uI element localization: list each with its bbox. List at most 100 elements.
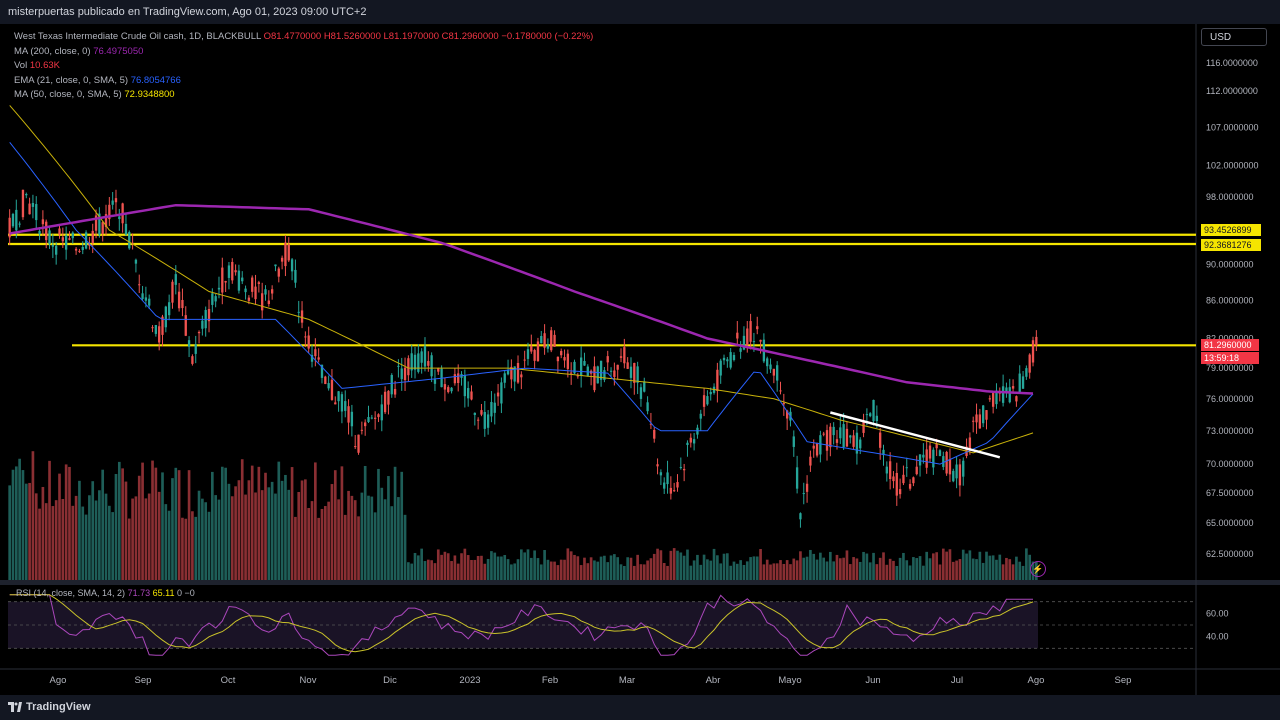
- candle-body: [367, 417, 370, 422]
- candle-body: [779, 390, 782, 392]
- candle-body: [427, 361, 430, 366]
- candle-body: [829, 426, 832, 448]
- volume-bar: [127, 518, 131, 580]
- candle-body: [882, 449, 885, 456]
- candle-body: [320, 364, 324, 378]
- candle-body: [629, 366, 633, 378]
- candle-body: [942, 456, 945, 467]
- volume-bar: [576, 556, 580, 580]
- volume-bar: [805, 556, 809, 580]
- ma200-label: MA (200, close, 0): [14, 45, 91, 57]
- candle-body: [1005, 387, 1008, 394]
- chart-area[interactable]: 116.0000000 112.0000000 107.0000000 102.000…: [0, 24, 1280, 695]
- volume-bar: [765, 559, 769, 580]
- volume-bar: [981, 562, 985, 580]
- volume-bar: [88, 495, 91, 580]
- volume-bar: [397, 497, 400, 580]
- candle-body: [653, 429, 656, 439]
- rsi-value: 71.73: [127, 588, 151, 598]
- candle-body: [45, 221, 48, 241]
- volume-bar: [34, 493, 38, 580]
- rsi-legend: RSI (14, close, SMA, 14, 2) 71.73 65.11 …: [16, 588, 195, 598]
- y-tick-label: 116.0000000: [1206, 58, 1258, 68]
- volume-bar: [287, 489, 291, 580]
- candle-body: [955, 464, 958, 479]
- candle-body: [673, 490, 676, 492]
- volume-bar: [61, 498, 65, 580]
- volume-bar: [948, 549, 952, 580]
- ma50-row[interactable]: MA (50, close, 0, SMA, 5) 72.9348800: [14, 88, 593, 103]
- candle-body: [111, 200, 114, 205]
- currency-button[interactable]: USD: [1201, 28, 1267, 46]
- x-tick-label: Ago: [50, 675, 67, 686]
- top-bar: misterpuertas publicado en TradingView.c…: [0, 0, 1280, 24]
- volume-bar: [646, 560, 649, 580]
- symbol-row[interactable]: West Texas Intermediate Crude Oil cash, …: [14, 30, 593, 45]
- candle-body: [364, 422, 367, 427]
- candle-body: [207, 308, 211, 322]
- ema21-label: EMA (21, close, 0, SMA, 5): [14, 74, 129, 86]
- candle-body: [134, 259, 138, 264]
- candle-body: [835, 439, 839, 443]
- volume-bar: [623, 565, 626, 580]
- candle-body: [902, 474, 905, 484]
- volume-bar: [380, 487, 384, 580]
- candle-body: [354, 446, 357, 448]
- volume-bar: [460, 553, 463, 580]
- candle-body: [849, 435, 852, 438]
- candle-body: [11, 213, 15, 227]
- x-tick-label: Mayo: [778, 675, 801, 686]
- candle-body: [480, 410, 483, 415]
- candle-body: [174, 274, 177, 285]
- candle-body: [55, 245, 58, 255]
- volume-bar: [506, 559, 510, 580]
- volume-bar: [304, 479, 307, 580]
- candle-body: [403, 367, 407, 381]
- lightning-icon[interactable]: ⚡: [1030, 561, 1046, 577]
- tradingview-logo[interactable]: TradingView: [8, 701, 91, 713]
- volume-bar: [108, 505, 111, 580]
- candle-body: [799, 513, 802, 520]
- ma200-row[interactable]: MA (200, close, 0) 76.4975050: [14, 45, 593, 60]
- volume-bar: [393, 466, 397, 580]
- candle-body: [437, 368, 440, 372]
- volume-bar: [955, 560, 958, 580]
- vol-row[interactable]: Vol 10.63K: [14, 59, 593, 74]
- candle-body: [865, 414, 869, 416]
- candle-body: [716, 369, 719, 391]
- candle-body: [669, 487, 673, 494]
- candle-body: [563, 357, 566, 361]
- candle-body: [972, 420, 975, 422]
- volume-bar: [147, 493, 151, 580]
- candle-body: [88, 243, 91, 246]
- volume-bar: [978, 551, 982, 580]
- volume-bar: [825, 561, 829, 580]
- candle-body: [337, 391, 340, 402]
- candle-body: [187, 340, 191, 347]
- candle-body: [975, 414, 978, 423]
- volume-bar: [476, 555, 480, 580]
- ema21-row[interactable]: EMA (21, close, 0, SMA, 5) 76.8054766: [14, 74, 593, 89]
- candle-body: [221, 267, 224, 293]
- candle-body: [1008, 387, 1011, 403]
- candle-body: [104, 214, 108, 227]
- volume-bar: [1018, 561, 1022, 580]
- candle-body: [576, 375, 579, 377]
- ma200-value: 76.4975050: [93, 45, 144, 57]
- candle-body: [506, 370, 510, 375]
- level-badge-2: 92.3681276: [1201, 239, 1261, 251]
- candle-body: [938, 450, 942, 457]
- candle-body: [101, 222, 104, 234]
- candle-body: [772, 368, 776, 376]
- volume-bar: [333, 470, 337, 580]
- candle-body: [360, 429, 364, 431]
- candle-body: [722, 357, 726, 361]
- candle-body: [274, 264, 277, 267]
- y-tick-label: 82.0000000: [1206, 334, 1254, 344]
- price-chart[interactable]: 116.0000000 112.0000000 107.0000000 102.000…: [0, 24, 1280, 695]
- candle-body: [689, 437, 692, 443]
- volume-bar: [1021, 565, 1025, 580]
- candle-body: [609, 370, 613, 372]
- volume-bar: [466, 555, 470, 580]
- candle-body: [38, 230, 41, 235]
